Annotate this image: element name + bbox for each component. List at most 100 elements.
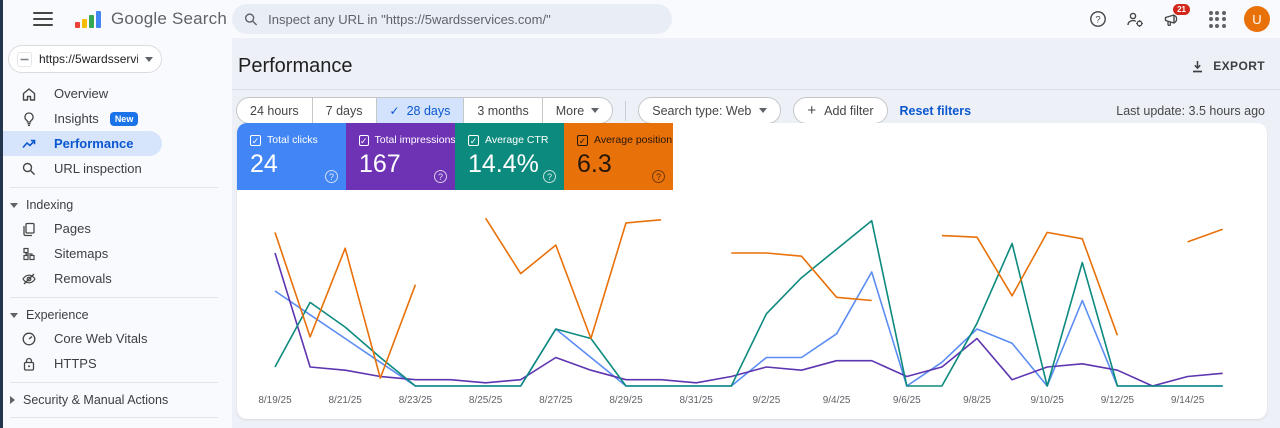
- notification-badge: 21: [1172, 3, 1191, 16]
- range-7-days[interactable]: 7 days: [313, 98, 377, 123]
- sidebar-item-label: Removals: [54, 271, 112, 286]
- property-label: https://5wardsservices....: [39, 52, 138, 66]
- sidebar-item-url-inspection[interactable]: URL inspection: [0, 156, 232, 181]
- add-filter-chip[interactable]: + Add filter: [793, 97, 888, 124]
- sidebar-item-label: Sitemaps: [54, 246, 109, 261]
- menu-icon[interactable]: [33, 12, 53, 26]
- total-impressions-card[interactable]: ✓ Total impressions 167 ?: [346, 123, 456, 190]
- sidebar-item-https[interactable]: HTTPS: [0, 351, 232, 376]
- metric-value: 167: [359, 150, 401, 178]
- home-icon: [21, 86, 37, 102]
- help-icon[interactable]: ?: [325, 170, 338, 183]
- export-button[interactable]: EXPORT: [1190, 59, 1265, 74]
- sidebar-item-insights[interactable]: Insights New: [0, 106, 232, 131]
- line-chart-icon: [21, 136, 37, 152]
- checkbox-checked-icon[interactable]: ✓: [577, 134, 588, 146]
- window-edge: [0, 0, 3, 428]
- sidebar-item-pages[interactable]: Pages: [0, 216, 232, 241]
- sidebar-item-sitemaps[interactable]: Sitemaps: [0, 241, 232, 266]
- sidebar-item-performance[interactable]: Performance: [0, 131, 162, 156]
- user-settings-icon[interactable]: [1125, 9, 1145, 29]
- range-more[interactable]: More: [543, 98, 612, 123]
- divider: [10, 417, 218, 418]
- svg-text:?: ?: [1095, 14, 1100, 25]
- x-axis-tick: 9/2/25: [752, 395, 780, 406]
- pages-icon: [21, 221, 37, 237]
- position-line: [731, 252, 872, 302]
- sidebar-item-removals[interactable]: Removals: [0, 266, 232, 291]
- range-28-days[interactable]: ✓ 28 days: [376, 98, 465, 123]
- divider: [232, 89, 1280, 90]
- range-3-months[interactable]: 3 months: [464, 98, 543, 123]
- sidebar-item-label: Insights: [54, 111, 99, 126]
- property-selector[interactable]: https://5wardsservices....: [8, 45, 162, 73]
- range-24-hours[interactable]: 24 hours: [237, 98, 313, 123]
- position-line: [1187, 228, 1223, 243]
- x-axis-tick: 9/10/25: [1031, 395, 1065, 406]
- divider: [10, 382, 218, 383]
- x-axis-tick: 9/6/25: [893, 395, 921, 406]
- last-update-text: Last update: 3.5 hours ago: [1116, 103, 1265, 118]
- expand-caret-icon: [10, 396, 15, 404]
- x-axis-tick: 8/19/25: [258, 395, 292, 406]
- section-security-manual-actions[interactable]: Security & Manual Actions: [0, 389, 232, 411]
- checkbox-checked-icon[interactable]: ✓: [250, 134, 261, 146]
- announcements-icon[interactable]: 21: [1162, 3, 1191, 29]
- x-axis-tick: 8/23/25: [399, 395, 433, 406]
- section-label: Experience: [26, 308, 89, 322]
- sidebar-item-label: Core Web Vitals: [54, 331, 148, 346]
- url-inspect-searchbox[interactable]: [232, 4, 672, 34]
- total-clicks-card[interactable]: ✓ Total clicks 24 ?: [237, 123, 346, 190]
- download-icon: [1193, 60, 1203, 72]
- search-type-chip[interactable]: Search type: Web: [638, 97, 782, 124]
- search-console-logo-icon[interactable]: [75, 10, 101, 28]
- url-inspect-input[interactable]: [268, 11, 660, 27]
- sidebar-item-links[interactable]: Links: [0, 424, 232, 428]
- checkbox-checked-icon[interactable]: ✓: [468, 134, 479, 146]
- x-axis-tick: 9/4/25: [823, 395, 851, 406]
- divider: [10, 297, 218, 298]
- help-icon[interactable]: ?: [543, 170, 556, 183]
- sidebar-item-label: Overview: [54, 86, 109, 101]
- average-ctr-card[interactable]: ✓ Average CTR 14.4% ?: [455, 123, 564, 190]
- section-experience[interactable]: Experience: [0, 304, 232, 326]
- eye-off-icon: [21, 271, 37, 287]
- sidebar-item-overview[interactable]: Overview: [0, 81, 232, 106]
- chevron-down-icon: [759, 108, 768, 113]
- divider: [10, 187, 218, 188]
- sidebar: https://5wardsservices.... Overview Insi…: [0, 38, 232, 428]
- top-app-bar: Google Search Console ? 21 U: [0, 0, 1280, 38]
- help-icon[interactable]: ?: [652, 170, 665, 183]
- help-icon[interactable]: ?: [1088, 9, 1108, 29]
- chevron-down-icon: [591, 108, 600, 113]
- date-range-control: 24 hours 7 days ✓ 28 days 3 months More: [236, 97, 614, 124]
- sidebar-item-label: HTTPS: [54, 356, 97, 371]
- sidebar-item-core-web-vitals[interactable]: Core Web Vitals: [0, 326, 232, 351]
- url-prefix-icon: [17, 51, 32, 67]
- plus-icon: +: [807, 102, 817, 119]
- metric-cards: ✓ Total clicks 24 ? ✓ Total impressions 16…: [237, 123, 1267, 190]
- metric-value: 6.3: [577, 150, 612, 178]
- lock-icon: [21, 356, 37, 372]
- sidebar-item-label: Pages: [54, 221, 91, 236]
- section-indexing[interactable]: Indexing: [0, 194, 232, 216]
- gauge-icon: [21, 331, 37, 347]
- filter-bar: 24 hours 7 days ✓ 28 days 3 months More S…: [232, 90, 1280, 124]
- x-axis-tick: 8/29/25: [609, 395, 643, 406]
- google-apps-icon[interactable]: [1207, 9, 1227, 29]
- metric-value: 14.4%: [468, 150, 539, 178]
- average-position-card[interactable]: ✓ Average position 6.3 ?: [564, 123, 673, 190]
- impressions-line: [274, 252, 1223, 387]
- sitemap-icon: [21, 246, 37, 262]
- account-avatar[interactable]: U: [1244, 6, 1270, 32]
- performance-chart-card: ✓ Total clicks 24 ? ✓ Total impressions 16…: [237, 123, 1267, 419]
- x-axis-tick: 8/27/25: [539, 395, 573, 406]
- section-label: Indexing: [26, 198, 74, 212]
- checkbox-checked-icon[interactable]: ✓: [359, 134, 369, 146]
- reset-filters-link[interactable]: Reset filters: [899, 103, 972, 118]
- x-axis-tick: 8/21/25: [329, 395, 363, 406]
- x-axis-tick: 9/14/25: [1171, 395, 1205, 406]
- help-icon[interactable]: ?: [434, 170, 447, 183]
- collapse-caret-icon: [10, 202, 18, 208]
- ctr-line: [274, 219, 1223, 387]
